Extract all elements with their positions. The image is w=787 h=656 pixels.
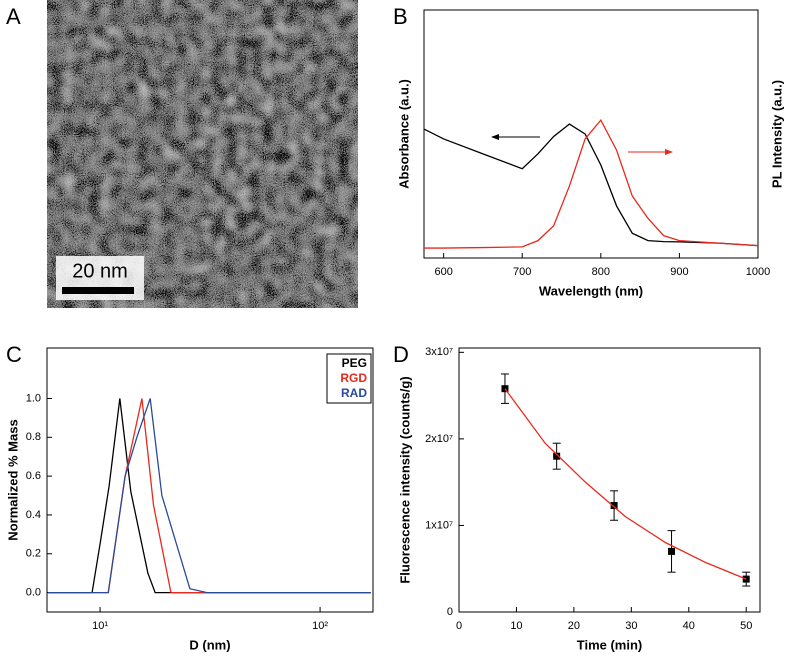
series-line: [424, 118, 759, 249]
y-axis-label: Normalized % Mass: [5, 419, 20, 540]
series-line: [423, 123, 759, 247]
x-axis-label: Wavelength (nm): [539, 283, 643, 298]
y-axis-label: Absorbance (a.u.): [396, 79, 411, 189]
y-tick-label: 0.6: [26, 470, 41, 482]
series-line: [47, 398, 371, 594]
x-tick-label: 10¹: [92, 620, 108, 632]
x-tick-label: 10²: [312, 620, 328, 632]
y-axis-label: Fluorescence intensity (counts/g): [397, 376, 412, 583]
y-tick-label: 1x10⁷: [425, 519, 453, 531]
plot-frame: [458, 347, 761, 613]
x-tick-label: 600: [434, 266, 452, 278]
x-axis-label: Time (min): [577, 637, 643, 652]
panel-label: C: [6, 342, 22, 367]
y-tick-label: 0.4: [26, 509, 41, 521]
legend-box: [326, 353, 372, 404]
x-tick-label: 0: [456, 620, 462, 632]
x-tick-label: 40: [683, 620, 695, 632]
legend-label: RAD: [341, 386, 367, 400]
scale-bar-label: 20 nm: [72, 260, 128, 282]
y-tick-label: 0.2: [26, 548, 41, 560]
x-axis-label: D (nm): [189, 637, 230, 652]
plot-frame: [46, 347, 374, 613]
scale-bar: [62, 287, 134, 294]
y-tick-label: 0.8: [26, 431, 41, 443]
series-line: [47, 398, 371, 594]
y-tick-label: 3x10⁷: [425, 346, 453, 358]
panel-label: B: [393, 4, 408, 29]
data-point: [610, 502, 618, 510]
x-tick-label: 900: [670, 266, 688, 278]
x-tick-label: 800: [592, 266, 610, 278]
y-tick-label: 1.0: [26, 392, 41, 404]
legend-label: RGD: [340, 371, 367, 385]
x-tick-label: 20: [568, 620, 580, 632]
x-tick-label: 1000: [746, 266, 770, 278]
x-tick-label: 50: [740, 620, 752, 632]
x-tick-label: 30: [625, 620, 637, 632]
y-tick-label: 0.0: [26, 586, 41, 598]
x-tick-label: 700: [513, 266, 531, 278]
fit-line: [504, 388, 747, 580]
data-point: [553, 452, 561, 460]
legend-label: PEG: [342, 356, 367, 370]
data-point: [668, 547, 676, 555]
y2-axis-label: PL Intensity (a.u.): [769, 80, 784, 188]
plot-frame: [423, 9, 759, 259]
y-tick-label: 0: [447, 606, 453, 618]
x-tick-label: 10: [510, 620, 522, 632]
panel-label: D: [393, 342, 409, 367]
panel-label: A: [6, 4, 21, 29]
y-tick-label: 2x10⁷: [425, 433, 453, 445]
